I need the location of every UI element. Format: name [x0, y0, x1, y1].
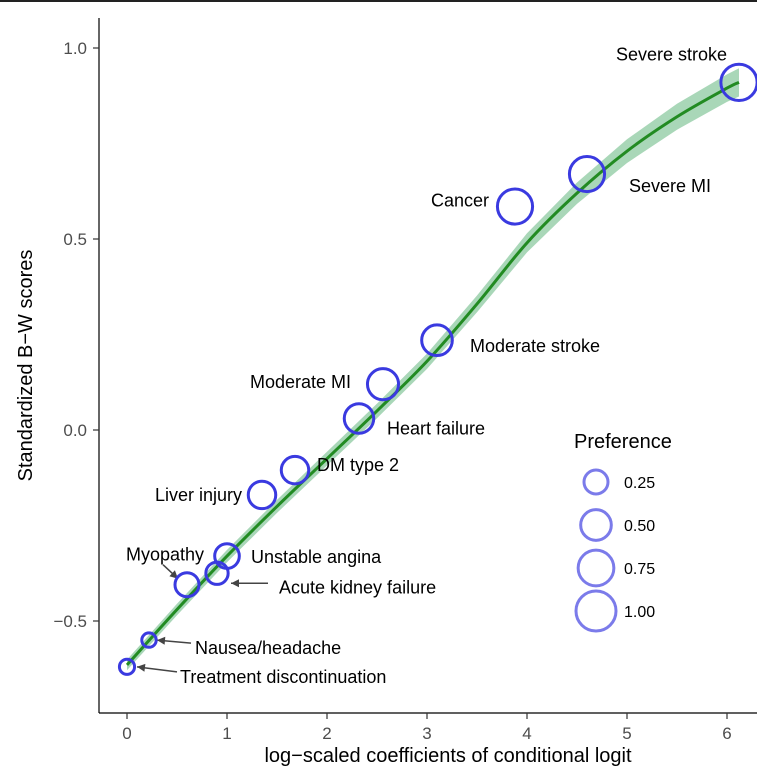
- label-arrows: [136, 564, 268, 673]
- legend-label: 0.25: [624, 475, 655, 492]
- x-tick-label: 1: [222, 724, 231, 743]
- y-tick-label: 1.0: [63, 39, 87, 58]
- data-point: [246, 479, 278, 511]
- confidence-ribbon: [127, 68, 739, 671]
- axis-ticks: 0 1 2 3 4 5 6 −0.5 0.0 0.5 1.0: [53, 39, 731, 743]
- fit-curve: [125, 81, 740, 666]
- data-point: [342, 402, 376, 435]
- legend-key: [582, 468, 610, 496]
- point-label: Severe stroke: [616, 44, 727, 64]
- point-label: Liver injury: [155, 485, 242, 505]
- point-label: DM type 2: [317, 455, 399, 475]
- point-label: Severe MI: [629, 176, 711, 196]
- x-tick-label: 3: [422, 724, 431, 743]
- legend-title: Preference: [574, 431, 672, 453]
- data-point: [213, 542, 241, 570]
- data-point: [279, 454, 311, 486]
- axes: [98, 18, 757, 714]
- point-label: Heart failure: [387, 419, 485, 439]
- legend-key: [579, 508, 613, 542]
- legend-label: 1.00: [624, 604, 655, 621]
- legend-key: [576, 548, 616, 588]
- data-point: [173, 571, 201, 599]
- top-border: [0, 0, 757, 2]
- point-label: Nausea/headache: [195, 638, 341, 658]
- y-tick-label: −0.5: [53, 612, 87, 631]
- fit-confidence-band: [127, 68, 739, 671]
- data-point: [495, 187, 535, 226]
- data-points: [117, 62, 757, 676]
- x-tick-label: 2: [322, 724, 331, 743]
- x-tick-label: 5: [622, 724, 631, 743]
- x-tick-label: 4: [522, 724, 531, 743]
- x-tick-label: 6: [722, 724, 731, 743]
- data-point: [140, 631, 158, 649]
- arrow-head-icon: [231, 579, 239, 588]
- data-point: [117, 657, 137, 676]
- y-axis-title: Standardized B−W scores: [15, 250, 37, 482]
- point-label: Acute kidney failure: [279, 577, 436, 597]
- arrow-head-icon: [169, 570, 178, 579]
- y-tick-label: 0.5: [63, 230, 87, 249]
- fit-line: [125, 81, 740, 666]
- data-point: [365, 367, 401, 402]
- legend-label: 0.75: [624, 561, 655, 578]
- point-label: Myopathy: [126, 545, 204, 565]
- point-label: Moderate MI: [250, 372, 351, 392]
- legend-label: 0.50: [624, 518, 655, 535]
- point-label: Treatment discontinuation: [180, 667, 386, 687]
- data-point: [719, 62, 757, 103]
- legend: Preference 0.25 0.50 0.75 1.00: [574, 431, 672, 633]
- point-label: Moderate stroke: [470, 336, 600, 356]
- legend-key: [574, 589, 618, 633]
- data-point: [420, 323, 454, 358]
- point-label: Unstable angina: [251, 547, 382, 567]
- arrow-head-icon: [157, 636, 166, 645]
- point-labels: Treatment discontinuation Nausea/headache…: [126, 44, 727, 686]
- data-point: [567, 154, 607, 194]
- point-label: Cancer: [431, 191, 489, 211]
- x-axis-title: log−scaled coefficients of conditional l…: [264, 745, 632, 767]
- arrow-head-icon: [137, 663, 146, 672]
- y-tick-label: 0.0: [63, 421, 87, 440]
- x-tick-label: 0: [122, 724, 131, 743]
